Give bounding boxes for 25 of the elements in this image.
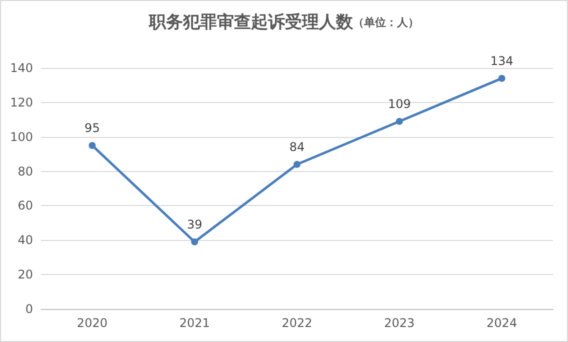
y-tick-label: 0 (25, 302, 33, 316)
y-tick-label: 120 (10, 95, 33, 110)
y-tick-label: 100 (10, 130, 33, 144)
y-tick-label: 60 (18, 198, 33, 213)
y-tick-label: 40 (18, 233, 33, 248)
data-label: 84 (289, 140, 305, 154)
y-tick-label: 80 (18, 164, 33, 178)
data-label: 134 (490, 54, 514, 68)
y-tick-label: 20 (18, 268, 33, 282)
y-tick-label: 140 (10, 61, 33, 75)
data-label: 109 (388, 96, 411, 111)
chart-title: 职务犯罪审查起诉受理人数 (148, 12, 354, 32)
chart-subtitle: （单位：人） (353, 16, 419, 29)
point (191, 238, 198, 246)
x-tick-label: 2022 (282, 316, 312, 330)
point (88, 142, 96, 149)
x-tick-label: 2024 (486, 316, 518, 330)
x-tick-label: 2021 (179, 316, 210, 330)
x-tick-label: 2023 (384, 316, 415, 330)
data-label: 95 (84, 120, 100, 135)
data-label: 39 (186, 217, 202, 232)
point (498, 74, 506, 82)
point (396, 118, 403, 125)
x-tick-label: 2020 (76, 316, 108, 330)
point (294, 160, 300, 168)
